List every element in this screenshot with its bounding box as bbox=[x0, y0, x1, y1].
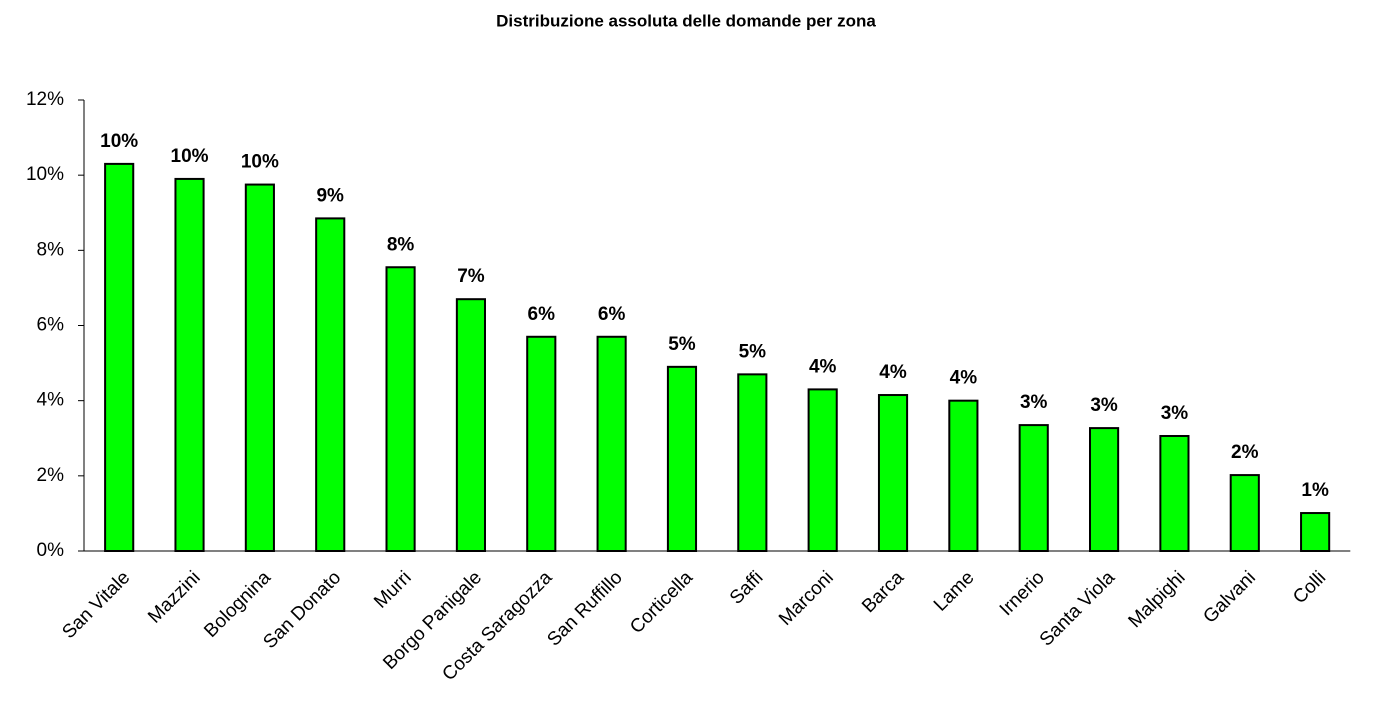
bar bbox=[455, 298, 486, 553]
x-tick-label: Colli bbox=[1289, 567, 1330, 608]
bar bbox=[244, 183, 275, 552]
value-label: 8% bbox=[387, 234, 415, 255]
value-label: 3% bbox=[1090, 395, 1118, 416]
value-label: 6% bbox=[528, 304, 556, 325]
y-tick-label: 0% bbox=[37, 540, 65, 561]
bar bbox=[1089, 427, 1120, 553]
value-label: 3% bbox=[1020, 392, 1048, 413]
bar bbox=[1018, 424, 1049, 552]
x-tick-label: Mazzini bbox=[144, 567, 204, 627]
x-tick-label: Bolognina bbox=[200, 567, 275, 642]
bar bbox=[666, 365, 698, 553]
bar bbox=[877, 394, 909, 553]
y-tick-label: 8% bbox=[37, 239, 65, 260]
value-label: 1% bbox=[1301, 480, 1329, 501]
value-label: 2% bbox=[1231, 442, 1259, 463]
value-label: 4% bbox=[950, 368, 978, 389]
bar bbox=[737, 373, 768, 552]
value-label: 3% bbox=[1161, 403, 1189, 424]
bar bbox=[1159, 434, 1190, 552]
x-tick-label: San Vitale bbox=[58, 567, 134, 643]
bar bbox=[596, 335, 627, 552]
y-tick-label: 6% bbox=[37, 315, 65, 336]
value-label: 4% bbox=[809, 356, 837, 377]
value-label: 10% bbox=[171, 146, 209, 167]
x-tick-label: Murri bbox=[370, 567, 415, 612]
x-tick-label: Barca bbox=[858, 567, 908, 617]
x-tick-label: Santa Viola bbox=[1036, 567, 1120, 651]
bar bbox=[948, 399, 979, 552]
value-label: 10% bbox=[100, 131, 138, 152]
value-label: 5% bbox=[739, 341, 767, 362]
x-tick-label: Lame bbox=[930, 567, 978, 615]
bar bbox=[174, 177, 205, 553]
value-label: 6% bbox=[598, 304, 626, 325]
bar bbox=[104, 162, 135, 552]
bar bbox=[807, 388, 838, 552]
bar bbox=[1300, 512, 1331, 552]
value-label: 7% bbox=[457, 266, 485, 287]
value-label: 10% bbox=[241, 152, 279, 173]
x-tick-label: Corticella bbox=[626, 567, 697, 638]
value-label: 4% bbox=[879, 362, 907, 383]
y-tick-label: 2% bbox=[37, 465, 65, 486]
x-tick-label: Malpighi bbox=[1125, 567, 1190, 632]
bar bbox=[1229, 474, 1260, 552]
value-label: 5% bbox=[668, 334, 696, 355]
bar bbox=[385, 266, 416, 552]
y-tick-label: 10% bbox=[26, 164, 64, 185]
bar bbox=[526, 335, 557, 552]
x-tick-label: Marconi bbox=[775, 567, 838, 630]
x-tick-label: San Ruffillo bbox=[543, 567, 626, 650]
y-tick-label: 4% bbox=[37, 390, 65, 411]
chart-title: Distribuzione assoluta delle domande per… bbox=[496, 11, 876, 30]
x-tick-label: Galvani bbox=[1199, 567, 1259, 627]
x-tick-label: Irnerio bbox=[996, 567, 1049, 620]
value-label: 9% bbox=[316, 185, 344, 206]
y-tick-label: 12% bbox=[26, 89, 64, 110]
x-tick-label: Saffi bbox=[726, 567, 767, 608]
bar bbox=[315, 217, 346, 552]
